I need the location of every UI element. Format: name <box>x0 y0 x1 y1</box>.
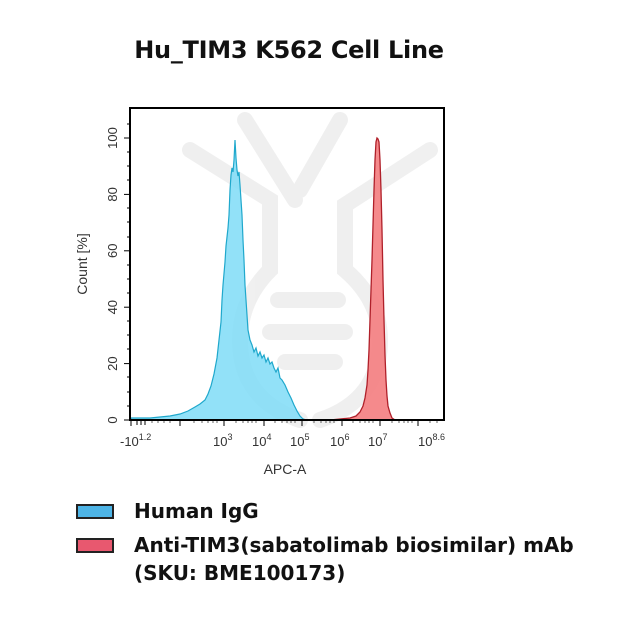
x-tick-label: 108.6 <box>418 432 445 449</box>
y-tick-label: 20 <box>105 356 120 370</box>
chart-title: Hu_TIM3 K562 Cell Line <box>134 36 444 64</box>
legend-label: Anti-TIM3(sabatolimab biosimilar) mAb (S… <box>134 533 574 585</box>
x-tick-label: -101.2 <box>120 432 151 449</box>
x-tick-label: 104 <box>252 432 271 449</box>
y-tick-label: 0 <box>105 416 120 423</box>
y-tick-labels: 0 20 40 60 80 100 <box>105 127 120 423</box>
y-axis-ticks <box>124 123 130 421</box>
legend-item-human-igg: Human IgG <box>76 497 574 525</box>
y-tick-label: 80 <box>105 187 120 201</box>
x-axis-minor-ticks <box>151 420 438 423</box>
y-axis-title: Count [%] <box>74 233 90 294</box>
y-tick-label: 40 <box>105 300 120 314</box>
igg-histogram <box>130 139 307 421</box>
tim3-histogram <box>329 136 398 421</box>
x-tick-label: 103 <box>213 432 232 449</box>
y-tick-label: 100 <box>105 127 120 149</box>
x-tick-label: 107 <box>368 432 387 449</box>
x-tick-label: 106 <box>330 432 349 449</box>
legend-swatch-red <box>76 538 114 553</box>
legend-label: Human IgG <box>134 499 259 523</box>
legend-swatch-blue <box>76 504 114 519</box>
x-axis-ticks <box>130 420 419 426</box>
plot-frame <box>129 107 445 421</box>
y-tick-label: 60 <box>105 244 120 258</box>
x-axis-title: APC-A <box>264 461 307 477</box>
x-tick-labels: -101.2 103 104 105 106 107 108.6 <box>120 432 445 449</box>
x-tick-label: 105 <box>290 432 309 449</box>
legend-item-anti-tim3: Anti-TIM3(sabatolimab biosimilar) mAb (S… <box>76 531 574 587</box>
legend: Human IgG Anti-TIM3(sabatolimab biosimil… <box>76 497 574 593</box>
